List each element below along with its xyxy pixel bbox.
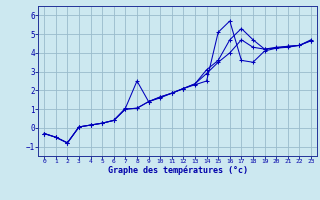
X-axis label: Graphe des températures (°c): Graphe des températures (°c) (108, 166, 248, 175)
